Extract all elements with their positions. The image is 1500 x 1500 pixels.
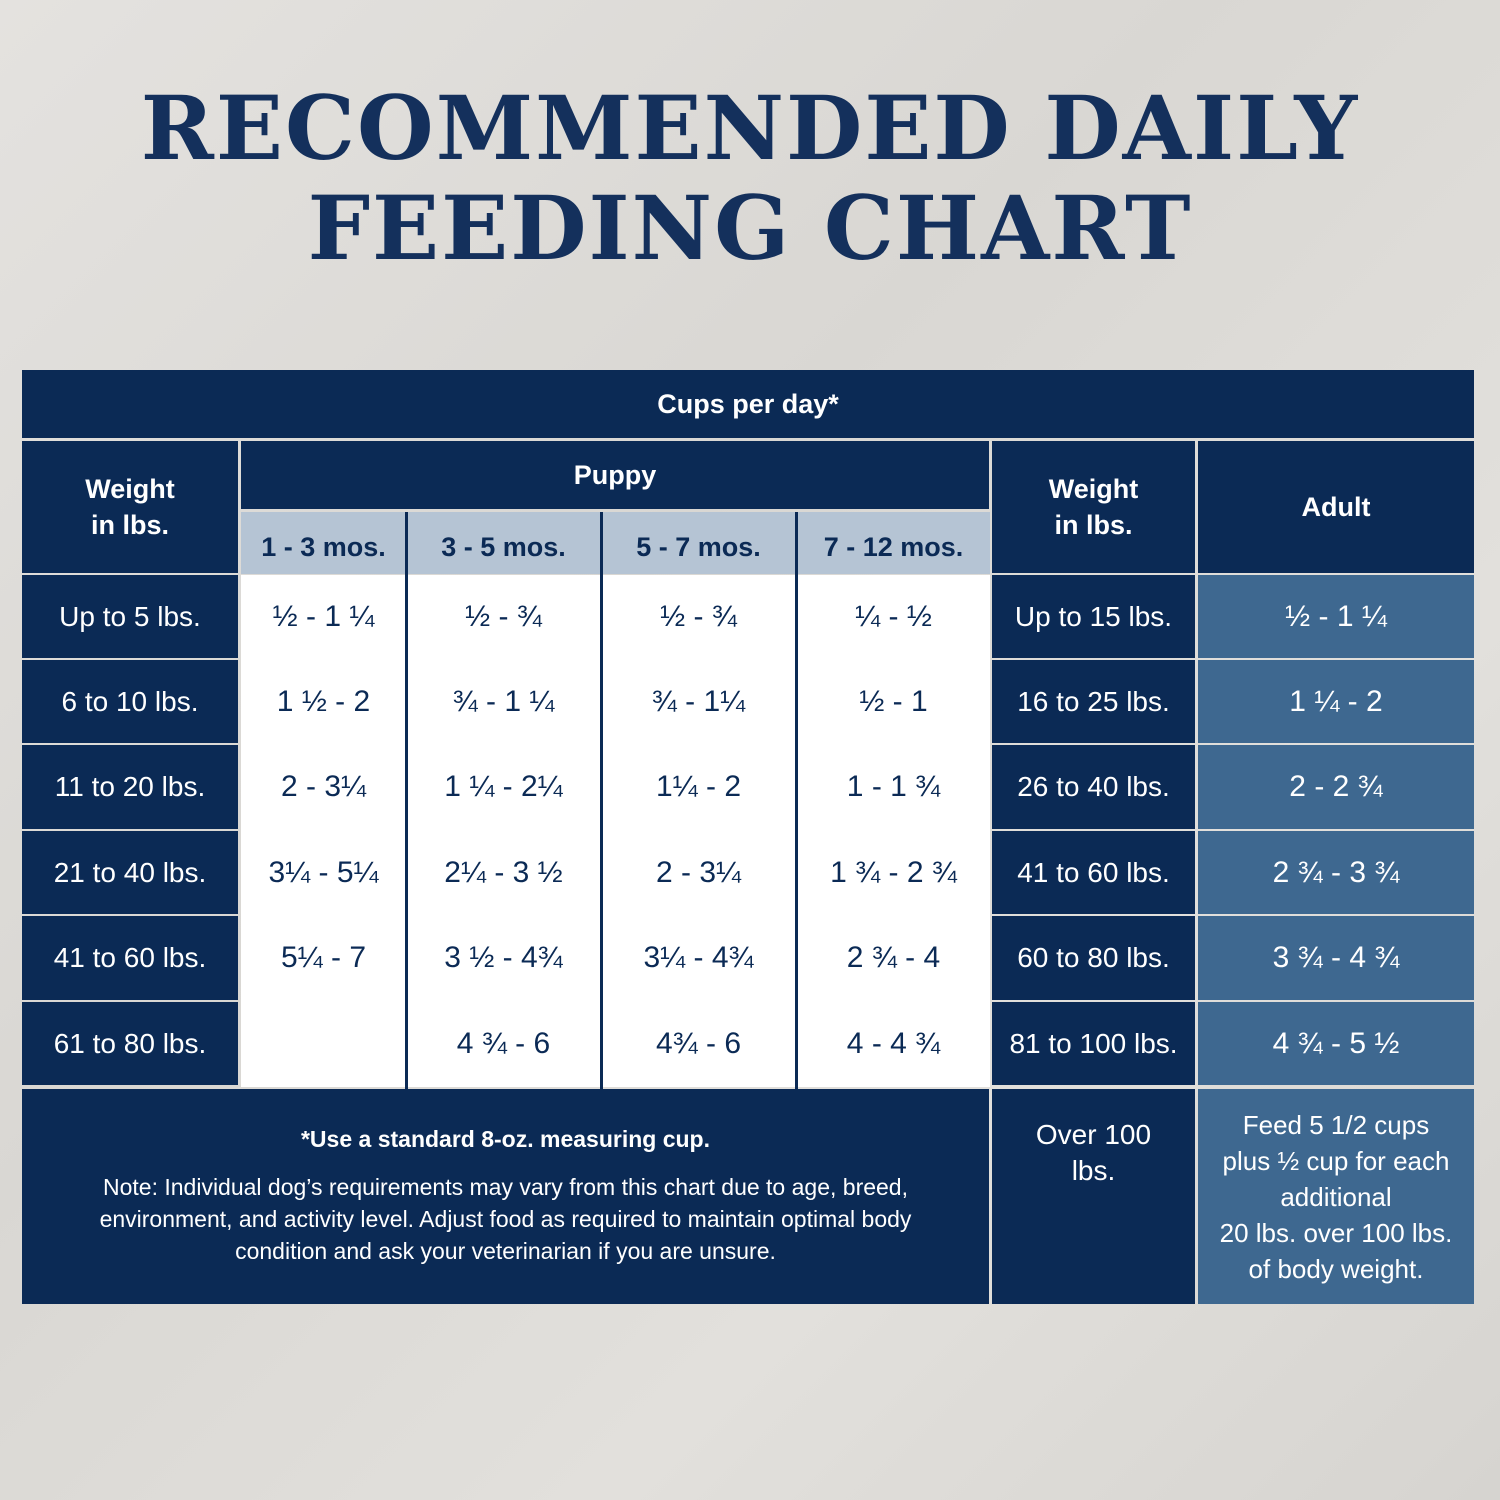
puppy-header: Puppy bbox=[241, 441, 989, 509]
puppy-amount-cell: ½ - ¾ bbox=[465, 599, 542, 633]
puppy-amount-cell: 3 ½ - 4¾ bbox=[444, 941, 563, 974]
adult-weight-cell: 26 to 40 lbs. bbox=[992, 745, 1195, 829]
puppy-amount-cell: ¾ - 1¼ bbox=[651, 684, 746, 718]
puppy-amount-cell: 1¼ - 2 bbox=[655, 770, 742, 803]
puppy-amount-cell: 3¼ - 4¾ bbox=[643, 941, 754, 974]
puppy-amount-cell: ½ - 1 ¼ bbox=[272, 599, 375, 633]
puppy-amount-cell: 3¼ - 5¼ bbox=[268, 855, 379, 889]
cups-per-day-header: Cups per day* bbox=[22, 370, 1474, 438]
puppy-amount-cell: 4¾ - 6 bbox=[655, 1026, 742, 1060]
adult-weight-cell: 41 to 60 lbs. bbox=[992, 831, 1195, 914]
puppy-amount-cell: 2 - 3¼ bbox=[655, 855, 742, 889]
cup-note: *Use a standard 8-oz. measuring cup. bbox=[300, 1126, 710, 1152]
puppy-weight-cell: 41 to 60 lbs. bbox=[22, 916, 238, 1000]
adult-weight-cell: 81 to 100 lbs. bbox=[992, 1002, 1195, 1085]
puppy-weight-cell: Up to 5 lbs. bbox=[22, 575, 238, 658]
puppy-amount-cell: ½ - ¾ bbox=[660, 599, 737, 633]
column-divider bbox=[405, 512, 408, 1089]
puppy-amount-cell: 1 ½ - 2 bbox=[276, 684, 371, 718]
over-100-weight: Over 100 lbs. bbox=[992, 1089, 1195, 1304]
puppy-age-header: 1 - 3 mos. bbox=[241, 512, 406, 574]
title-line-1: RECOMMENDED DAILY bbox=[140, 76, 1360, 180]
puppy-amount-cell: ¼ - ½ bbox=[855, 599, 932, 633]
puppy-amount-cell: 4 - 4 ¾ bbox=[846, 1026, 941, 1060]
adult-amount-cell: 2 ¾ - 3 ¾ bbox=[1198, 831, 1474, 914]
adult-weight-cell: 16 to 25 lbs. bbox=[992, 660, 1195, 743]
puppy-amount-cell: 5¼ - 7 bbox=[280, 941, 367, 974]
adult-amount-cell: ½ - 1 ¼ bbox=[1198, 575, 1474, 658]
column-divider bbox=[795, 512, 798, 1089]
puppy-age-header: 7 - 12 mos. bbox=[797, 512, 990, 574]
puppy-amount-cell: ¾ - 1 ¼ bbox=[452, 684, 555, 718]
adult-weight-header: Weight in lbs. bbox=[992, 441, 1195, 573]
puppy-age-header: 3 - 5 mos. bbox=[407, 512, 600, 574]
puppy-weight-cell: 11 to 20 lbs. bbox=[22, 745, 238, 829]
puppy-age-header: 5 - 7 mos. bbox=[602, 512, 795, 574]
puppy-amount-cell: 1 ¼ - 2¼ bbox=[444, 770, 563, 803]
puppy-weight-cell: 6 to 10 lbs. bbox=[22, 660, 238, 743]
adult-amount-cell: 1 ¼ - 2 bbox=[1198, 660, 1474, 743]
column-divider bbox=[600, 512, 603, 1089]
adult-header: Adult bbox=[1198, 441, 1474, 573]
adult-weight-cell: Up to 15 lbs. bbox=[992, 575, 1195, 658]
puppy-amount-cell: ½ - 1 bbox=[859, 684, 928, 718]
puppy-amount-cell: 2 - 3¼ bbox=[280, 770, 367, 803]
title-line-2: FEEDING CHART bbox=[307, 176, 1193, 280]
footer-notes: *Use a standard 8-oz. measuring cup. Not… bbox=[22, 1089, 989, 1304]
puppy-weight-header: Weight in lbs. bbox=[22, 441, 238, 573]
puppy-amount-cell: 1 ¾ - 2 ¾ bbox=[830, 855, 957, 889]
puppy-weight-cell: 21 to 40 lbs. bbox=[22, 831, 238, 914]
puppy-amount-cell: 2¼ - 3 ½ bbox=[444, 855, 563, 889]
puppy-body-background bbox=[241, 575, 990, 1087]
adult-amount-cell: 2 - 2 ¾ bbox=[1198, 745, 1474, 829]
adult-weight-cell: 60 to 80 lbs. bbox=[992, 916, 1195, 1000]
puppy-amount-cell: 1 - 1 ¾ bbox=[846, 770, 941, 803]
puppy-amount-cell: 4 ¾ - 6 bbox=[456, 1026, 551, 1060]
puppy-weight-cell: 61 to 80 lbs. bbox=[22, 1002, 238, 1085]
puppy-amount-cell bbox=[241, 1002, 406, 1085]
over-100-adult: Feed 5 1/2 cups plus ½ cup for each addi… bbox=[1198, 1089, 1474, 1304]
adult-amount-cell: 4 ¾ - 5 ½ bbox=[1198, 1002, 1474, 1085]
variation-note: Note: Individual dog’s requirements may … bbox=[99, 1174, 912, 1264]
adult-amount-cell: 3 ¾ - 4 ¾ bbox=[1198, 916, 1474, 1000]
puppy-amount-cell: 2 ¾ - 4 bbox=[846, 941, 941, 974]
